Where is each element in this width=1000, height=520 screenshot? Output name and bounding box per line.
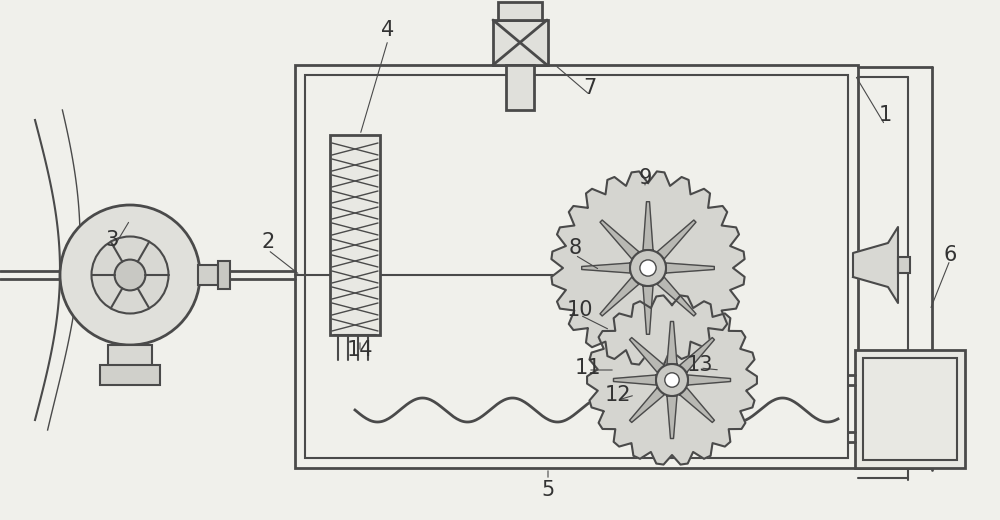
- Polygon shape: [666, 263, 714, 273]
- Polygon shape: [853, 227, 898, 303]
- Circle shape: [656, 364, 688, 396]
- Bar: [898, 257, 910, 273]
- Text: 11: 11: [575, 358, 601, 378]
- Bar: [493, 20, 548, 65]
- Polygon shape: [614, 375, 656, 385]
- Circle shape: [630, 250, 666, 286]
- Polygon shape: [630, 388, 664, 422]
- Polygon shape: [643, 202, 653, 250]
- Polygon shape: [587, 295, 757, 464]
- Polygon shape: [600, 220, 639, 259]
- Text: 6: 6: [943, 245, 957, 265]
- Bar: [305, 75, 848, 458]
- Polygon shape: [657, 220, 696, 259]
- Polygon shape: [551, 172, 745, 365]
- Text: 12: 12: [605, 385, 631, 405]
- Circle shape: [640, 260, 656, 276]
- Polygon shape: [657, 277, 696, 316]
- Circle shape: [92, 237, 169, 314]
- Bar: [330, 135, 380, 335]
- Text: 14: 14: [347, 340, 373, 360]
- Bar: [506, 65, 534, 110]
- Polygon shape: [630, 337, 664, 372]
- Polygon shape: [667, 396, 677, 438]
- Text: 8: 8: [568, 238, 582, 258]
- Bar: [863, 358, 957, 460]
- Text: 10: 10: [567, 300, 593, 320]
- Circle shape: [115, 259, 145, 290]
- Polygon shape: [680, 388, 714, 422]
- Polygon shape: [680, 337, 714, 372]
- Circle shape: [60, 205, 200, 345]
- Bar: [108, 345, 152, 370]
- Text: 1: 1: [878, 105, 892, 125]
- Bar: [855, 350, 965, 468]
- Bar: [218, 261, 230, 289]
- Polygon shape: [600, 277, 639, 316]
- Text: 5: 5: [541, 480, 555, 500]
- Bar: [295, 65, 858, 468]
- Polygon shape: [643, 286, 653, 334]
- Polygon shape: [688, 375, 730, 385]
- Text: 9: 9: [638, 168, 652, 188]
- Text: 7: 7: [583, 78, 597, 98]
- Text: 13: 13: [687, 355, 713, 375]
- Text: 3: 3: [105, 230, 119, 250]
- Circle shape: [665, 373, 679, 387]
- Text: 2: 2: [261, 232, 275, 252]
- Bar: [498, 2, 542, 20]
- Polygon shape: [667, 321, 677, 364]
- Text: 4: 4: [381, 20, 395, 40]
- Bar: [100, 365, 160, 385]
- Bar: [198, 265, 218, 285]
- Polygon shape: [582, 263, 630, 273]
